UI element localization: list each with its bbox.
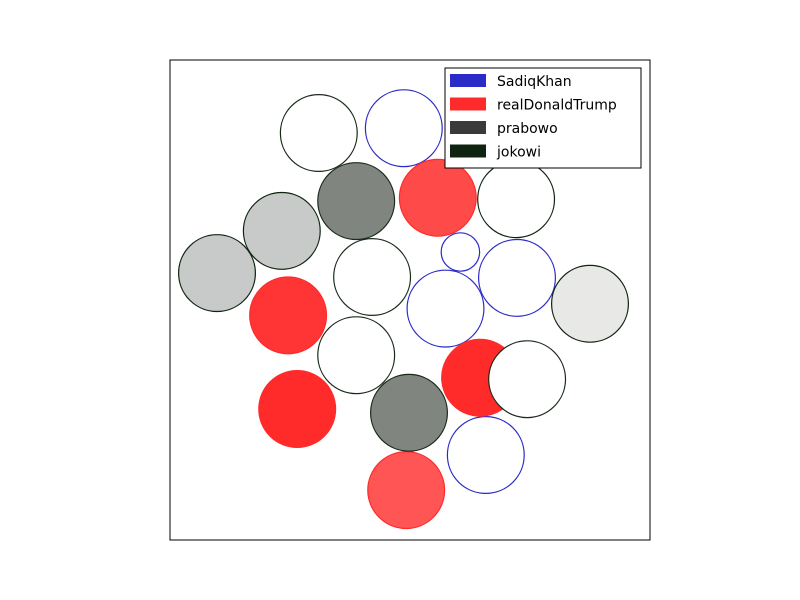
bubble-sadiqkhan-4 xyxy=(406,269,485,348)
legend-swatch-jokowi xyxy=(450,144,486,158)
bubble-jokowi-2 xyxy=(242,191,321,270)
bubble-layer xyxy=(178,89,629,530)
legend-label-realdonaldtrump: realDonaldTrump xyxy=(497,98,617,114)
bubble-jokowi-4 xyxy=(550,264,629,343)
bubble-prabowo-3 xyxy=(333,238,412,317)
legend-swatch-realdonaldtrump xyxy=(450,97,486,111)
bubble-prabowo-2 xyxy=(317,162,396,241)
bubble-prabowo-1 xyxy=(279,93,358,173)
bubble-realdonaldtrump-2 xyxy=(249,276,328,355)
bubble-prabowo-4 xyxy=(317,316,396,395)
bubble-prabowo-5 xyxy=(488,340,567,419)
bubble-realdonaldtrump-4 xyxy=(258,370,337,449)
bubble-realdonaldtrump-1 xyxy=(398,158,477,237)
legend-label-sadiqkhan: SadiqKhan xyxy=(497,74,572,90)
bubble-sadiqkhan-3 xyxy=(478,238,557,317)
bubble-prabowo-6 xyxy=(370,373,449,452)
bubble-realdonaldtrump-5 xyxy=(367,451,446,530)
bubble-sadiqkhan-5 xyxy=(446,416,525,495)
legend-label-jokowi: jokowi xyxy=(496,145,541,161)
bubble-sadiqkhan-2 xyxy=(440,232,481,272)
legend-label-prabowo: prabowo xyxy=(497,121,558,137)
legend: SadiqKhan realDonaldTrump prabowo jokowi xyxy=(444,67,642,169)
bubble-jokowi-1 xyxy=(477,160,556,239)
legend-swatch-sadiqkhan xyxy=(450,74,486,87)
legend-swatch-prabowo xyxy=(450,121,486,134)
bubble-sadiqkhan-1 xyxy=(364,89,443,168)
bubble-jokowi-3 xyxy=(178,234,257,313)
